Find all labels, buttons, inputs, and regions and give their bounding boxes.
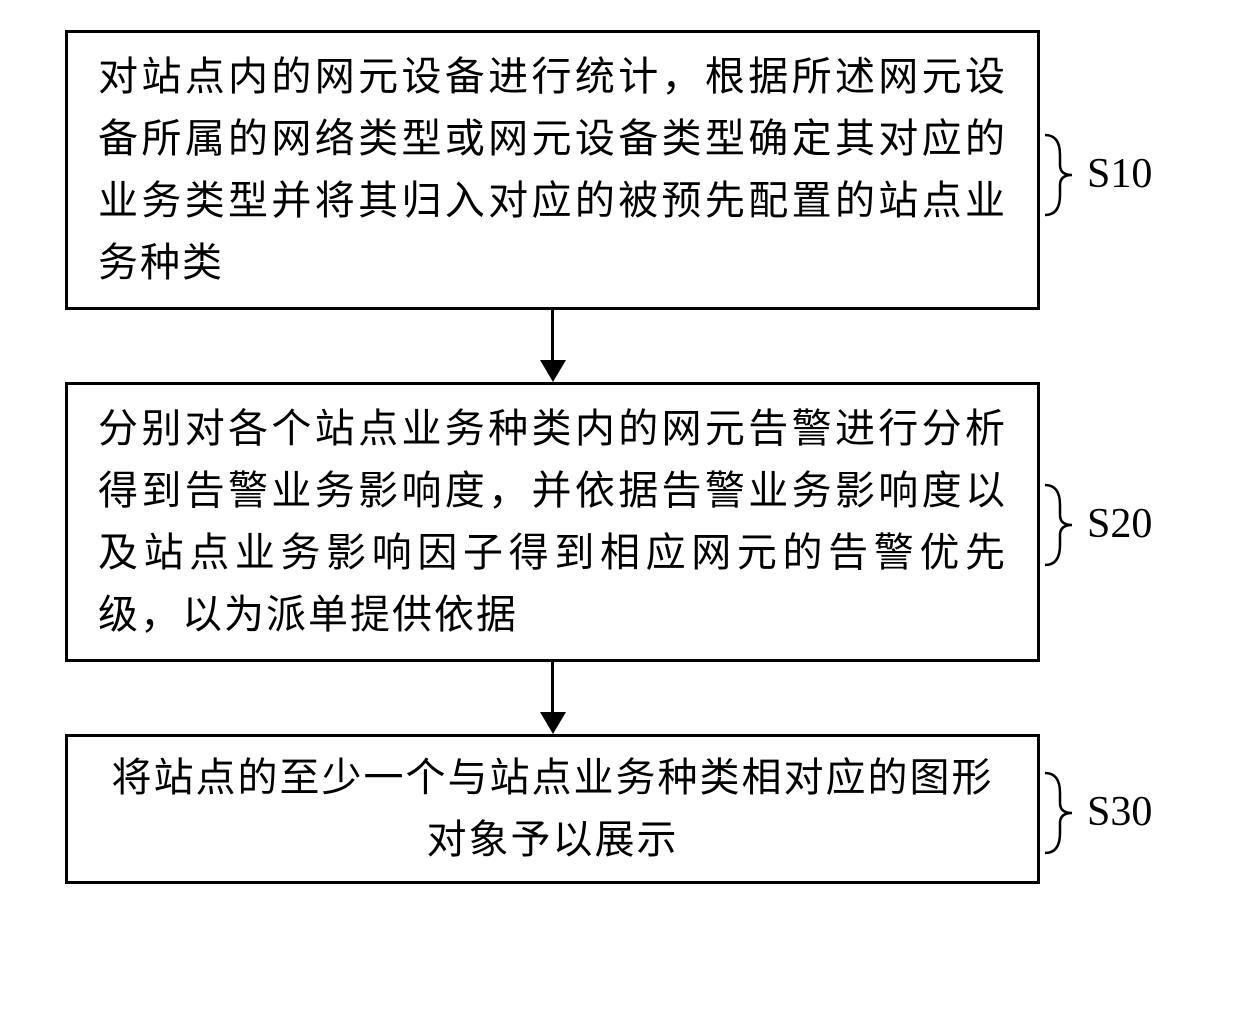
flowchart-container: 对站点内的网元设备进行统计，根据所述网元设备所属的网络类型或网元设备类型确定其对… bbox=[65, 30, 1155, 884]
step-text: 分别对各个站点业务种类内的网元告警进行分析得到告警业务影响度，并依据告警业务影响… bbox=[98, 398, 1007, 646]
flowchart-step-s20: 分别对各个站点业务种类内的网元告警进行分析得到告警业务影响度，并依据告警业务影响… bbox=[65, 382, 1040, 662]
step-label-s30: S30 bbox=[1087, 788, 1152, 836]
brace-s30 bbox=[1040, 768, 1090, 858]
arrow-head bbox=[540, 360, 566, 382]
step-label-s10: S10 bbox=[1087, 150, 1152, 198]
step-text: 将站点的至少一个与站点业务种类相对应的图形对象予以展示 bbox=[98, 747, 1007, 871]
arrow-head bbox=[540, 712, 566, 734]
arrow-line bbox=[551, 310, 554, 362]
flowchart-step-s10: 对站点内的网元设备进行统计，根据所述网元设备所属的网络类型或网元设备类型确定其对… bbox=[65, 30, 1040, 310]
arrow-1 bbox=[65, 310, 1040, 382]
arrow-2 bbox=[65, 662, 1040, 734]
brace-s20 bbox=[1040, 480, 1090, 570]
step-label-s20: S20 bbox=[1087, 500, 1152, 548]
arrow-line bbox=[551, 662, 554, 714]
step-text: 对站点内的网元设备进行统计，根据所述网元设备所属的网络类型或网元设备类型确定其对… bbox=[98, 46, 1007, 294]
flowchart-step-s30: 将站点的至少一个与站点业务种类相对应的图形对象予以展示 bbox=[65, 734, 1040, 884]
brace-s10 bbox=[1040, 130, 1090, 220]
